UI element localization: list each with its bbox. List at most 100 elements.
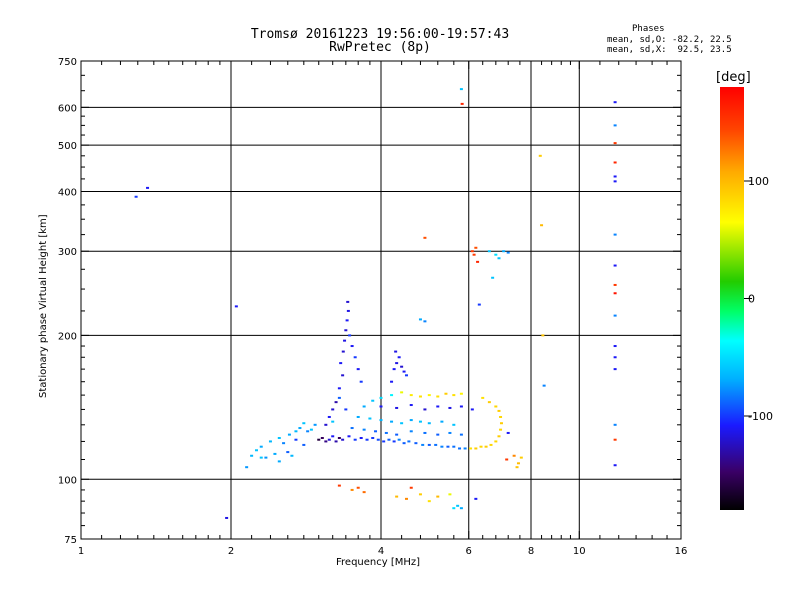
data-point (348, 334, 352, 337)
data-point (356, 486, 360, 489)
data-point (324, 440, 328, 443)
chart-subtitle: RwPretec (8p) (329, 40, 431, 55)
data-point (371, 436, 375, 439)
data-point (390, 420, 394, 423)
data-point (542, 384, 546, 387)
data-point (446, 445, 450, 448)
data-point (362, 491, 366, 494)
data-point (346, 300, 350, 303)
data-point (350, 488, 354, 491)
data-point (436, 405, 440, 408)
data-point (477, 303, 481, 306)
data-point (327, 415, 331, 418)
data-point (418, 318, 422, 321)
data-point (341, 374, 345, 377)
data-point (459, 88, 463, 91)
phases-x-stats: mean, sd,X: 92.5, 23.5 (607, 45, 732, 55)
data-point (306, 430, 310, 433)
data-point (362, 405, 366, 408)
phases-heading: Phases (632, 24, 665, 34)
y-axis: 75 100 200 300 400 500 600 750 (58, 57, 681, 546)
y-tick-label: 600 (58, 103, 77, 114)
data-point (313, 423, 317, 426)
data-point (287, 433, 291, 436)
data-point (359, 436, 363, 439)
data-points (134, 88, 617, 519)
data-point (515, 466, 519, 469)
data-point (327, 438, 331, 441)
data-point (409, 394, 413, 397)
data-point (474, 497, 478, 500)
data-point (402, 370, 406, 373)
data-point (344, 408, 348, 411)
data-point (392, 368, 396, 371)
data-point (402, 442, 406, 445)
data-point (353, 438, 357, 441)
data-point (613, 368, 617, 371)
data-point (395, 362, 399, 365)
data-point (418, 395, 422, 398)
x-tick-label: 1 (78, 546, 84, 557)
data-point (487, 250, 491, 253)
data-point (353, 356, 357, 359)
data-point (404, 497, 408, 500)
data-point (302, 422, 306, 425)
data-point (421, 443, 425, 446)
data-point (390, 380, 394, 383)
data-point (337, 484, 341, 487)
data-point (245, 466, 249, 469)
data-point (324, 423, 328, 426)
data-point (499, 415, 503, 418)
data-point (613, 345, 617, 348)
data-point (404, 374, 408, 377)
data-point (339, 362, 343, 365)
data-point (448, 431, 452, 434)
grid-lines (81, 61, 681, 539)
data-point (613, 438, 617, 441)
data-point (359, 380, 363, 383)
data-point (356, 415, 360, 418)
data-point (356, 368, 360, 371)
data-point (397, 438, 401, 441)
data-point (436, 395, 440, 398)
data-point (474, 246, 478, 249)
data-point (502, 250, 506, 253)
data-point (494, 440, 498, 443)
data-point (613, 101, 617, 104)
data-point (427, 443, 431, 446)
data-point (234, 305, 238, 308)
y-tick-label: 400 (58, 187, 77, 198)
chart-title: Tromsø 20161223 19:56:00-19:57:43 (250, 27, 510, 42)
data-point (613, 283, 617, 286)
data-point (334, 440, 338, 443)
data-point (497, 409, 501, 412)
data-point (250, 454, 254, 457)
data-point (268, 440, 272, 443)
data-point (277, 460, 281, 463)
data-point (341, 438, 345, 441)
data-point (613, 314, 617, 317)
x-tick-label: 2 (228, 546, 234, 557)
data-point (494, 405, 498, 408)
data-point (390, 394, 394, 397)
data-point (294, 438, 298, 441)
data-point (409, 404, 413, 407)
data-point (331, 420, 335, 423)
data-point (382, 440, 386, 443)
data-point (418, 420, 422, 423)
data-point (350, 427, 354, 430)
data-point (400, 365, 404, 368)
data-point (134, 195, 138, 198)
data-point (613, 464, 617, 467)
data-point (298, 427, 302, 430)
data-point (459, 392, 463, 395)
data-point (146, 186, 150, 189)
data-point (458, 447, 462, 450)
data-point (436, 433, 440, 436)
data-point (538, 154, 542, 157)
data-point (259, 456, 263, 459)
data-point (395, 406, 399, 409)
colorbar (720, 87, 744, 510)
data-point (347, 435, 351, 438)
y-tick-label: 75 (64, 535, 77, 546)
